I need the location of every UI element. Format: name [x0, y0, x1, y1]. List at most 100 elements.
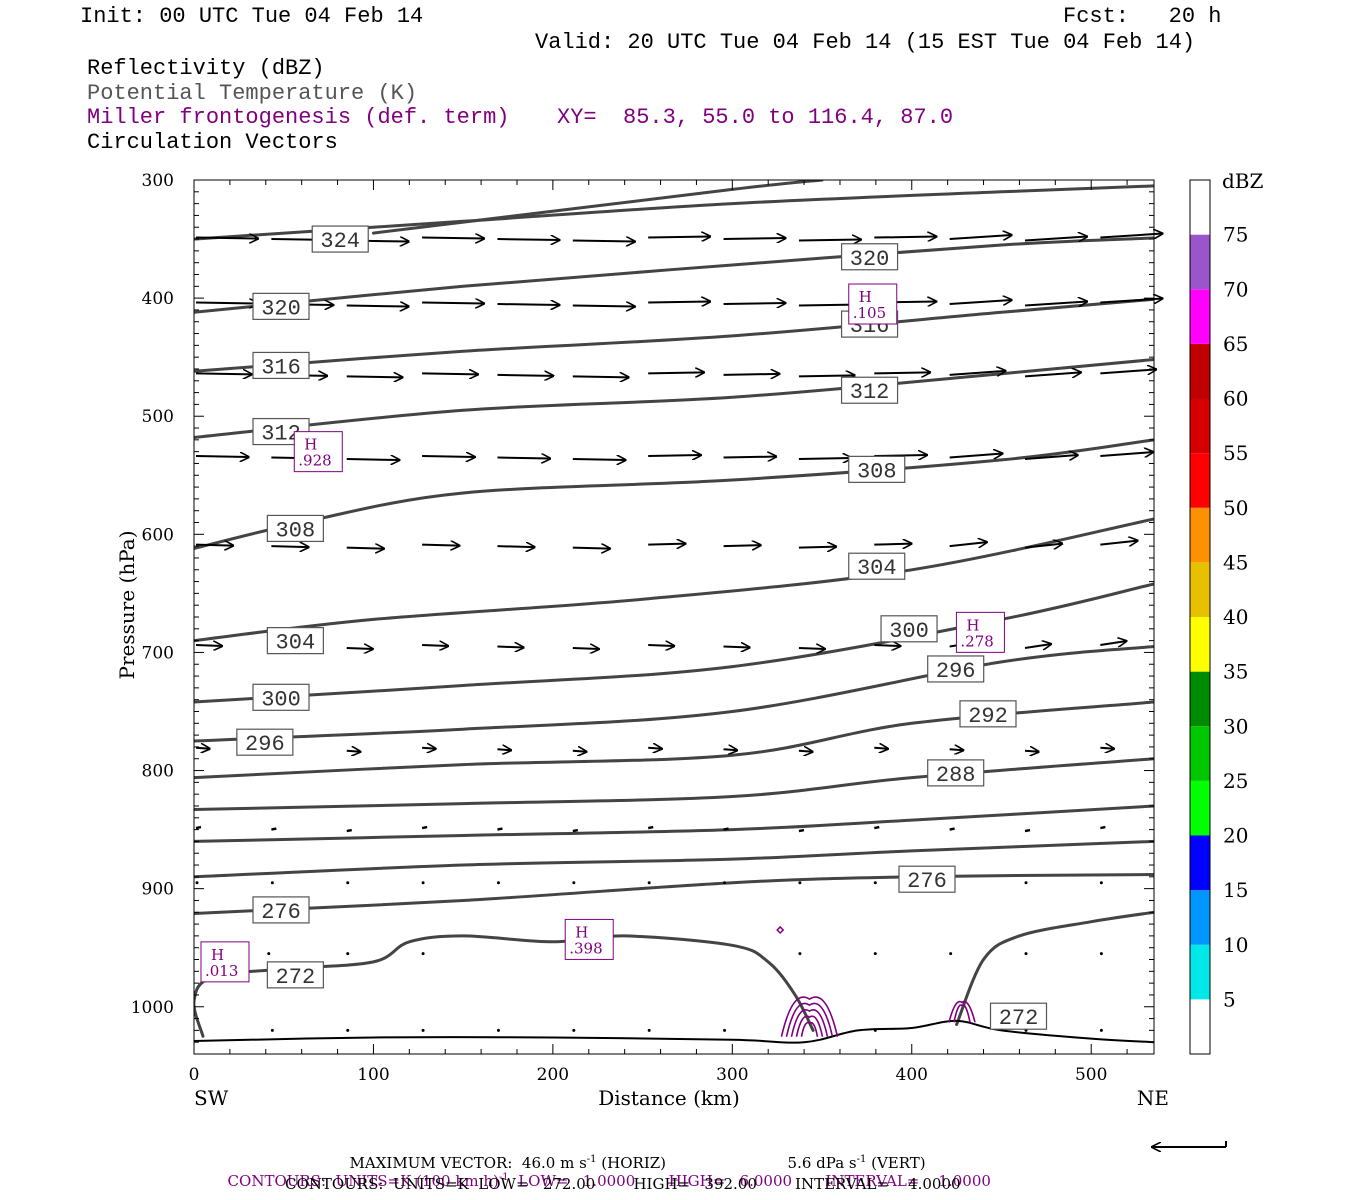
vector-3-4 — [497, 458, 550, 459]
vector-dot-1-7 — [1024, 952, 1028, 956]
colorbar-label-45: 45 — [1223, 550, 1248, 574]
theta-label-text: 308 — [857, 459, 897, 484]
theta-label-8: 308 — [266, 514, 324, 543]
vector-3-2 — [346, 459, 400, 460]
frontogenesis-high-box — [848, 283, 898, 325]
theta-label-box — [880, 615, 938, 643]
frontogenesis-high-symbol: H — [859, 288, 872, 306]
vector-7-0 — [195, 825, 202, 830]
theta-label-4: 316 — [252, 351, 310, 380]
vector-4-9 — [874, 544, 911, 545]
vector-3-11 — [1024, 455, 1078, 459]
x-tick-label-300: 300 — [716, 1065, 748, 1085]
colorbar-segment-base — [1190, 999, 1210, 1054]
vector-5-7 — [723, 647, 750, 648]
vector-2-0 — [195, 373, 252, 374]
frontogenesis-high-symbol: H — [966, 616, 979, 634]
maximum-vector-legend: MAXIMUM VECTOR: 46.0 m s-1 (HORIZ) — [340, 1140, 666, 1171]
colorbar-label-65: 65 — [1223, 332, 1248, 356]
vector-1-3 — [422, 303, 484, 304]
theta-label-text: 312 — [850, 380, 890, 405]
colorbar-segment-0 — [1190, 944, 1210, 1000]
isentrope-300-7 — [194, 582, 1154, 704]
vector-2-8 — [798, 375, 855, 376]
theta-label-15: 296 — [236, 728, 294, 757]
frontogenesis-high-3: H.398 — [564, 918, 614, 960]
colorbar-segment-10 — [1190, 398, 1210, 454]
colorbar-segment-2 — [1190, 835, 1210, 891]
frontogenesis-high-value: .278 — [960, 632, 993, 650]
y-tick-label-900: 900 — [142, 880, 174, 900]
theta-label-text: 324 — [320, 229, 360, 254]
theta-label-box — [927, 655, 985, 683]
theta-label-box — [266, 514, 324, 543]
x-axis-right-end-label: NE — [1137, 1086, 1169, 1110]
frontogenesis-high-value: .013 — [205, 962, 238, 980]
vector-4-6 — [648, 544, 685, 545]
colorbar-label-40: 40 — [1223, 605, 1248, 629]
y-tick-label-600: 600 — [142, 525, 174, 545]
theta-label-text: 300 — [889, 619, 929, 644]
field-circulation-vectors: Circulation Vectors — [87, 130, 338, 155]
theta-label-text: 316 — [261, 355, 301, 380]
valid-time: Valid: 20 UTC Tue 04 Feb 14 (15 EST Tue … — [535, 30, 1196, 55]
vector-1-12 — [1100, 299, 1162, 303]
theta-label-box — [840, 243, 899, 271]
theta-label-6: 312 — [252, 417, 310, 447]
vector-dot-0-8 — [798, 881, 802, 885]
vector-dot-1-4 — [798, 952, 802, 956]
vector-6-3 — [422, 748, 436, 749]
vector-6-2 — [346, 751, 361, 752]
vector-0-4 — [497, 239, 559, 240]
isentrope-312-4 — [194, 358, 1154, 439]
vector-1-2 — [346, 306, 409, 307]
frontogenesis-contour-b-1 — [948, 1000, 976, 1023]
frontogenesis-contour-units: CONTOURS: UNITS=K (100 km h) — [227, 1172, 499, 1190]
frontogenesis-contour-a-4 — [780, 996, 839, 1037]
vector-dot-2-3 — [496, 1028, 500, 1032]
frontogenesis-high-value: .398 — [569, 939, 602, 957]
vector-2-6 — [648, 372, 704, 373]
x-tick-label-0: 0 — [189, 1065, 200, 1085]
vector-dot-2-9 — [1099, 1028, 1103, 1032]
vector-4-7 — [723, 545, 761, 546]
vector-6-11 — [1024, 751, 1039, 752]
isentrope-272-15 — [955, 910, 1154, 1026]
vector-4-8 — [798, 547, 836, 548]
vector-6-5 — [572, 751, 587, 752]
theta-label-box — [252, 683, 310, 711]
frontogenesis-contour-exponent: -1 — [498, 1172, 509, 1183]
theta-label-13: 300 — [252, 683, 310, 712]
theta-label-1: 320 — [840, 243, 899, 272]
theta-label-box — [266, 961, 324, 989]
theta-label-box — [252, 292, 310, 320]
theta-label-text: 320 — [261, 296, 301, 321]
theta-label-text: 296 — [936, 659, 976, 684]
vector-4-0 — [195, 545, 233, 546]
isentrope-280-12 — [194, 839, 1154, 879]
theta-label-2: 320 — [252, 292, 310, 321]
vector-5-8 — [798, 648, 825, 649]
vector-7-2 — [346, 828, 352, 833]
colorbar-label-25: 25 — [1223, 769, 1248, 793]
vector-0-3 — [422, 238, 484, 239]
vector-dot-0-6 — [647, 881, 651, 885]
x-axis-left-end-label: SW — [194, 1086, 229, 1110]
frontogenesis-contour-a-3 — [785, 1002, 834, 1037]
vector-dot-0-7 — [723, 881, 727, 885]
vector-1-4 — [497, 304, 559, 305]
theta-label-16: 288 — [927, 759, 985, 788]
theta-label-text: 296 — [245, 732, 285, 757]
theta-label-19: 272 — [266, 961, 324, 990]
vector-1-7 — [723, 303, 786, 304]
vector-1-5 — [572, 306, 635, 307]
max-vector-horizontal: MAXIMUM VECTOR: 46.0 m s — [349, 1154, 587, 1172]
theta-label-text: 304 — [276, 631, 316, 656]
theta-label-10: 304 — [266, 627, 324, 656]
colorbar-segment-8 — [1190, 507, 1210, 563]
frontogenesis-contour-legend: CONTOURS: UNITS=K (100 km h)-1 LOW= 1.00… — [218, 1158, 991, 1189]
frontogenesis-contour-range: LOW= 1.0000 HIGH= 6.0000 INTERVAL= 1.000… — [508, 1172, 991, 1190]
isentrope-316-3 — [194, 297, 1154, 373]
theta-label-box — [266, 627, 324, 655]
